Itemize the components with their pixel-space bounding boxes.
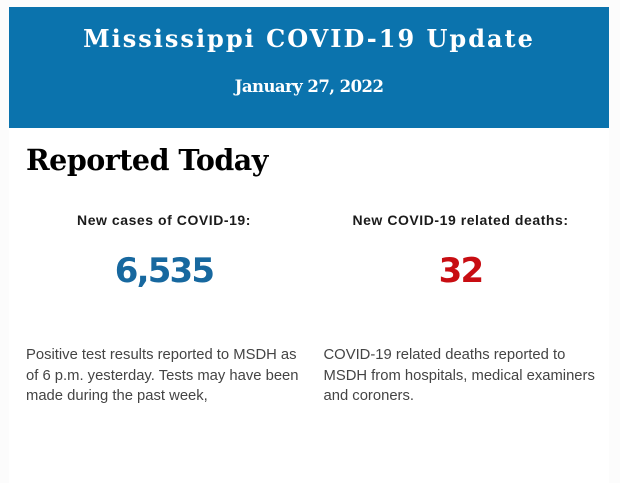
email-card: Mississippi COVID-19 Update January 27, … <box>9 7 609 483</box>
new-cases-value: 6,535 <box>114 250 215 291</box>
report-content: Reported Today New cases of COVID-19: 6,… <box>9 143 609 407</box>
report-heading: Reported Today <box>26 142 268 177</box>
header-banner: Mississippi COVID-19 Update January 27, … <box>9 7 609 128</box>
header-date: January 27, 2022 <box>234 77 384 96</box>
new-deaths-value: 32 <box>438 250 485 291</box>
stat-new-cases: New cases of COVID-19: 6,535 Positive te… <box>26 212 302 407</box>
new-cases-description: Positive test results reported to MSDH a… <box>26 347 299 405</box>
stat-new-deaths: New COVID-19 related deaths: 32 COVID-19… <box>324 212 598 407</box>
stats-columns: New cases of COVID-19: 6,535 Positive te… <box>26 212 599 407</box>
new-cases-label: New cases of COVID-19: <box>77 211 251 228</box>
page-title: Mississippi COVID-19 Update <box>83 24 535 53</box>
new-deaths-description: COVID-19 related deaths reported to MSDH… <box>323 347 595 405</box>
new-deaths-label: New COVID-19 related deaths: <box>352 211 569 228</box>
